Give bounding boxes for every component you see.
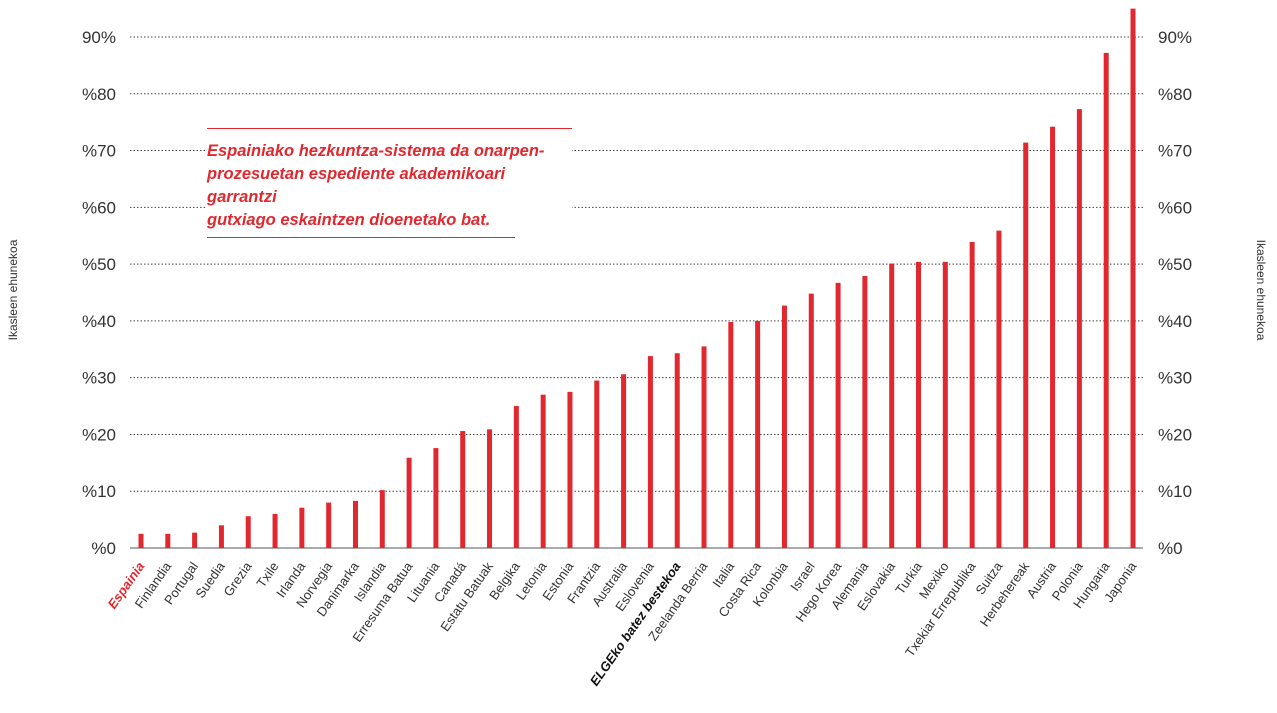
y-axis-title-right: Ikasleen ehunekoa bbox=[1254, 240, 1268, 341]
gridlines bbox=[130, 36, 1143, 549]
bar bbox=[352, 500, 358, 548]
y-tick-label-left: %40 bbox=[82, 312, 116, 331]
bar bbox=[862, 276, 868, 548]
bar bbox=[1050, 126, 1056, 548]
bar bbox=[594, 380, 600, 548]
bar bbox=[1023, 142, 1029, 548]
bar bbox=[781, 305, 787, 548]
y-tick-label-left: %80 bbox=[82, 85, 116, 104]
bar bbox=[755, 320, 761, 548]
y-tick-label-left: %50 bbox=[82, 255, 116, 274]
y-tick-label-right: %50 bbox=[1158, 255, 1192, 274]
bar bbox=[996, 230, 1002, 548]
annotation-callout: Espainiako hezkuntza-sistema da onarpen-… bbox=[207, 128, 572, 238]
bars bbox=[138, 8, 1136, 549]
y-axis-title-left: Ikasleen ehunekoa bbox=[6, 239, 20, 340]
annotation-rule-bottom bbox=[207, 237, 515, 238]
bar bbox=[567, 391, 573, 548]
bar bbox=[701, 346, 707, 548]
bar bbox=[808, 293, 814, 548]
bar bbox=[299, 507, 305, 548]
annotation-line: gutxiago eskaintzen dioenetako bat. bbox=[207, 211, 491, 229]
y-tick-label-right: %0 bbox=[1158, 539, 1183, 558]
bar bbox=[728, 322, 734, 548]
bar bbox=[245, 516, 251, 548]
annotation-rule-top bbox=[207, 128, 572, 129]
y-tick-label-right: %60 bbox=[1158, 198, 1192, 217]
bar bbox=[192, 532, 198, 548]
bar bbox=[1103, 52, 1109, 549]
x-tick-label: Suedia bbox=[192, 558, 228, 600]
bar bbox=[379, 490, 385, 548]
y-tick-label-left: 90% bbox=[82, 28, 116, 47]
bar bbox=[272, 513, 278, 548]
annotation-text: Espainiako hezkuntza-sistema da onarpen-… bbox=[207, 140, 572, 232]
y-tick-label-left: %20 bbox=[82, 425, 116, 444]
bar bbox=[433, 448, 439, 548]
bar bbox=[835, 282, 841, 548]
y-tick-label-right: %80 bbox=[1158, 85, 1192, 104]
y-tick-label-right: %30 bbox=[1158, 369, 1192, 388]
y-tick-label-right: %10 bbox=[1158, 482, 1192, 501]
bar bbox=[647, 356, 653, 548]
bar bbox=[406, 457, 412, 548]
bar bbox=[165, 533, 171, 548]
y-tick-label-left: %70 bbox=[82, 142, 116, 161]
y-tick-label-left: %10 bbox=[82, 482, 116, 501]
bar bbox=[513, 406, 519, 548]
bar bbox=[487, 429, 493, 548]
annotation-line: Espainiako hezkuntza-sistema da onarpen- bbox=[207, 142, 545, 160]
x-tick-label: Grezia bbox=[220, 558, 255, 599]
bar bbox=[540, 394, 546, 548]
bar bbox=[621, 374, 627, 548]
bar bbox=[916, 261, 922, 548]
bar bbox=[138, 533, 144, 548]
y-tick-label-left: %60 bbox=[82, 198, 116, 217]
bar bbox=[1076, 109, 1082, 548]
y-tick-label-right: 90% bbox=[1158, 28, 1192, 47]
y-tick-label-right: %70 bbox=[1158, 142, 1192, 161]
y-tick-label-left: %0 bbox=[91, 539, 116, 558]
y-axis-right: %0 %10 %20 %30 %40 %50 %60 %70 %80 90% bbox=[1158, 28, 1192, 558]
y-tick-label-right: %20 bbox=[1158, 425, 1192, 444]
x-axis-labels: EspainiaFinlandiaPortugalSuediaGreziaTxi… bbox=[105, 558, 1140, 688]
y-tick-label-left: %30 bbox=[82, 369, 116, 388]
bar bbox=[942, 261, 948, 548]
bar bbox=[460, 431, 466, 548]
bar bbox=[969, 241, 975, 548]
bar bbox=[218, 525, 224, 548]
annotation-line: prozesuetan espediente akademikoari garr… bbox=[207, 165, 506, 206]
bar bbox=[674, 353, 680, 548]
bar bbox=[889, 263, 895, 548]
bar bbox=[326, 502, 332, 548]
y-axis-left: %0 %10 %20 %30 %40 %50 %60 %70 %80 90% bbox=[82, 28, 116, 558]
y-tick-label-right: %40 bbox=[1158, 312, 1192, 331]
bar bbox=[1130, 8, 1136, 549]
